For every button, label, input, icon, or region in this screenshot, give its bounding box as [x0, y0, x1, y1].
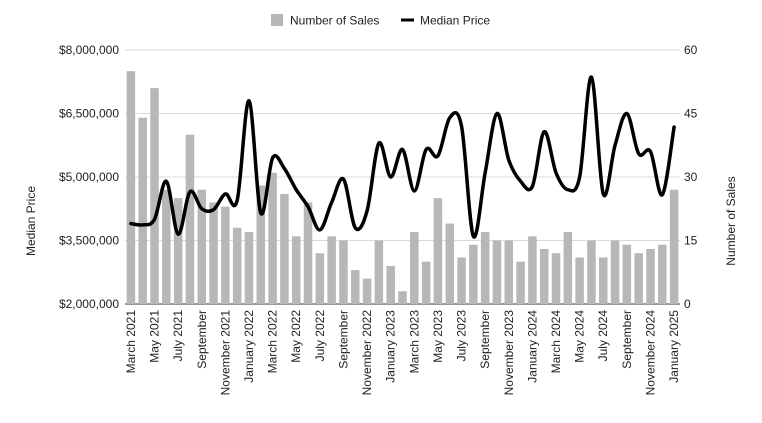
x-tick-label: November 2021 [218, 310, 232, 396]
x-tick-label: May 2021 [148, 310, 162, 363]
right-tick-label: 45 [684, 107, 698, 121]
x-tick-label: September [195, 310, 209, 369]
sales-bar [315, 253, 325, 304]
sales-bar [280, 193, 289, 304]
sales-bar [516, 261, 525, 304]
x-tick-label: May 2024 [573, 310, 587, 363]
sales-bar [244, 232, 254, 304]
sales-bar [598, 257, 608, 304]
x-tick-label: September [336, 310, 350, 369]
sales-bar [303, 202, 313, 304]
sales-bar [575, 257, 584, 304]
sales-bar [469, 244, 478, 304]
legend-label-sales: Number of Sales [290, 14, 379, 28]
x-tick-label: May 2022 [289, 310, 303, 363]
x-tick-label: July 2022 [313, 310, 327, 362]
x-tick-label: November 2023 [502, 310, 516, 396]
sales-bar [386, 265, 395, 304]
x-tick-label: January 2024 [525, 310, 539, 383]
sales-bar [232, 227, 242, 304]
left-tick-label: $8,000,000 [59, 43, 119, 57]
x-tick-label: September [620, 310, 634, 369]
x-tick-label: July 2021 [171, 310, 185, 362]
x-tick-label: March 2021 [124, 310, 138, 374]
x-tick-label: May 2023 [431, 310, 445, 363]
x-tick-label: July 2023 [455, 310, 469, 362]
sales-bar [291, 236, 301, 304]
left-tick-label: $6,500,000 [59, 107, 119, 121]
sales-bar [610, 240, 620, 304]
sales-bar [162, 189, 171, 304]
sales-bar [669, 189, 679, 304]
sales-bar [256, 185, 266, 304]
x-axis-ticks: March 2021 May 2021 July 2021 September Nove… [124, 310, 681, 396]
sales-bar [185, 134, 195, 304]
sales-bar [221, 206, 230, 304]
x-tick-label: September [478, 310, 492, 369]
legend-label-price: Median Price [420, 14, 490, 28]
sales-bar [457, 257, 466, 304]
right-axis-title: Number of Sales [724, 176, 738, 265]
x-tick-label: November 2022 [360, 310, 374, 396]
sales-bar [410, 232, 419, 304]
left-axis-ticks: $2,000,000 $3,500,000 $5,000,000 $6,500,000… [59, 43, 119, 311]
sales-bar [563, 232, 573, 304]
x-tick-label: March 2024 [549, 310, 563, 374]
sales-bar [327, 236, 336, 304]
sales-bar [150, 88, 159, 304]
sales-bar [433, 198, 443, 304]
sales-bar [480, 232, 490, 304]
sales-bar [197, 189, 207, 304]
sales-bar [209, 202, 218, 304]
sales-bar [658, 244, 667, 304]
right-tick-label: 15 [684, 234, 698, 248]
sales-bar [398, 291, 407, 304]
gridlines [125, 49, 680, 305]
sales-bar [268, 172, 277, 304]
right-axis-ticks: 0 15 30 45 60 [684, 43, 698, 311]
sales-bar [421, 261, 431, 304]
x-tick-label: March 2022 [266, 310, 280, 374]
sales-bar [504, 240, 514, 304]
sales-bar [374, 240, 384, 304]
sales-bar [539, 248, 549, 304]
right-tick-label: 0 [684, 297, 691, 311]
sales-bar [445, 223, 454, 304]
sales-bar [622, 244, 632, 304]
sales-bar [126, 71, 136, 305]
sales-bar [351, 270, 360, 304]
left-axis-title: Median Price [24, 186, 38, 256]
sales-bar [587, 240, 596, 304]
sales-bar [362, 278, 372, 304]
sales-bar [634, 253, 643, 304]
legend-swatch-sales [271, 14, 283, 26]
left-tick-label: $2,000,000 [59, 297, 119, 311]
legend: Number of Sales Median Price [271, 14, 490, 28]
x-tick-label: July 2024 [596, 310, 610, 362]
x-tick-label: January 2022 [242, 310, 256, 383]
x-tick-label: January 2025 [667, 310, 681, 383]
x-tick-label: January 2023 [384, 310, 398, 383]
sales-bar [138, 117, 147, 304]
left-tick-label: $3,500,000 [59, 234, 119, 248]
sales-bar [339, 240, 348, 304]
sales-bar [646, 248, 655, 304]
right-tick-label: 30 [684, 170, 698, 184]
sales-bars [126, 71, 679, 305]
right-tick-label: 60 [684, 43, 698, 57]
left-tick-label: $5,000,000 [59, 170, 119, 184]
x-tick-label: November 2024 [643, 310, 657, 396]
sales-bar [492, 240, 502, 304]
sales-bar [528, 236, 537, 304]
sales-bar [173, 198, 183, 304]
sales-bar [551, 253, 561, 304]
x-tick-label: March 2023 [407, 310, 421, 374]
median-price-line [129, 75, 676, 239]
